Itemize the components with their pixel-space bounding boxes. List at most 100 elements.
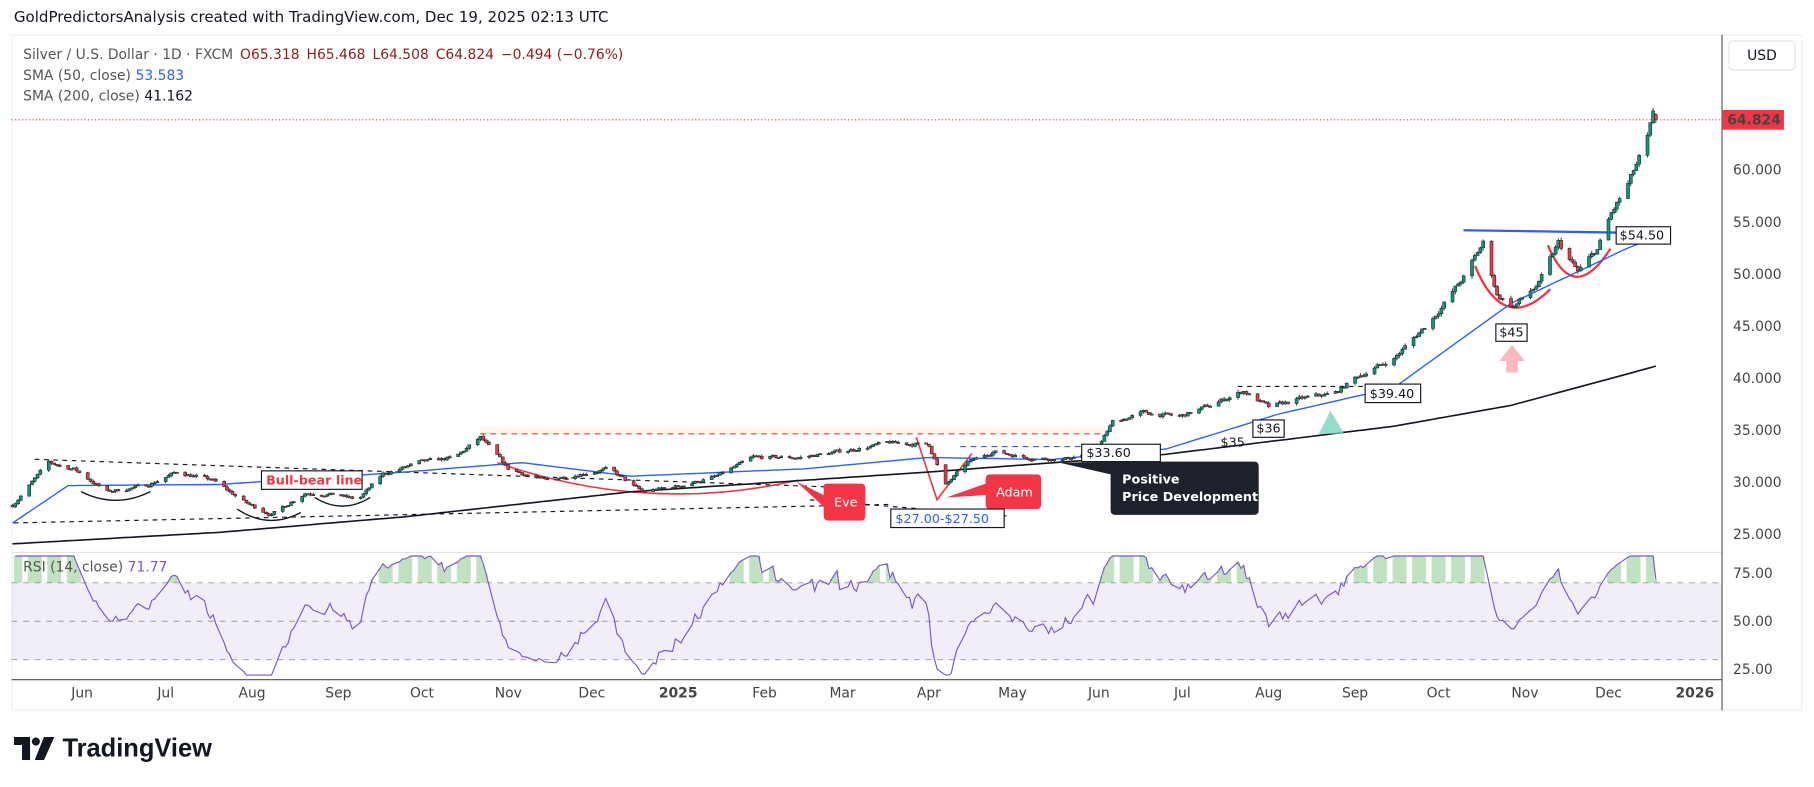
candle (520, 472, 525, 477)
sma50-row[interactable]: SMA (50, close) 53.583 (23, 67, 185, 84)
label-39-40[interactable]: $39.40 (1364, 383, 1422, 404)
candle (74, 466, 79, 473)
candle (1024, 456, 1029, 460)
candle-body (748, 456, 753, 462)
candle-body (1470, 259, 1474, 277)
candle (1422, 328, 1427, 330)
eve-curve (497, 461, 799, 495)
time-tick-label: Sep (325, 686, 351, 702)
svg-text:Price Development: Price Development (1122, 489, 1258, 504)
label-bull-bear[interactable]: Bull-bear line (260, 470, 363, 490)
candle (525, 473, 530, 477)
candle-body (857, 448, 862, 452)
candle (1130, 414, 1135, 420)
candle-body (1197, 408, 1201, 414)
candle (467, 444, 472, 450)
symbol-title[interactable]: Silver / U.S. Dollar · 1D · FXCM (23, 46, 234, 63)
candle-body (670, 487, 675, 489)
candle (1539, 272, 1544, 285)
label-range[interactable]: $27.00-$27.50 (890, 508, 1005, 529)
candle (1537, 280, 1541, 288)
time-tick-label: Oct (410, 686, 435, 702)
sma200-row[interactable]: SMA (200, close) 41.162 (23, 87, 193, 105)
candle-body (85, 472, 90, 480)
callout-adam[interactable]: Adam (946, 474, 1042, 510)
time-tick-label: Feb (752, 686, 777, 702)
candle-body (525, 474, 530, 477)
candle-body (1489, 240, 1494, 276)
candle-body (1108, 425, 1112, 432)
candle-body (949, 479, 953, 483)
candle (1294, 397, 1299, 406)
candle (459, 451, 463, 456)
time-axis[interactable]: Jun Jul Aug Sep Oct Nov Dec 2025 Feb Mar Apr May Jun… (70, 686, 1714, 702)
candle (498, 452, 502, 458)
candle (378, 474, 382, 486)
candle-body (1417, 332, 1421, 337)
label-45[interactable]: $45 (1495, 323, 1528, 342)
price-tick-label: 25.000 (1733, 527, 1782, 543)
candle (1459, 280, 1463, 287)
candle (253, 504, 257, 510)
rsi-axis[interactable]: 75.00 50.00 25.00 (1733, 566, 1773, 678)
chart-legend: Silver / U.S. Dollar · 1D · FXCM O65.318 H… (23, 44, 623, 106)
time-tick-label: Jun (1087, 686, 1110, 702)
candle-body (1548, 256, 1552, 275)
candle (1138, 410, 1143, 418)
candle (1436, 311, 1441, 319)
candle (227, 488, 232, 494)
candle-body (30, 480, 34, 486)
candle-body (1631, 170, 1636, 175)
candle-body (397, 468, 402, 473)
rsi-legend[interactable]: RSI (14, close) 71.77 (23, 558, 168, 575)
candle-body (1615, 201, 1619, 210)
label-54-50[interactable]: $54.50 (1615, 226, 1672, 245)
candle-body (1147, 412, 1151, 415)
candle-body (1069, 458, 1073, 461)
candle (1247, 392, 1251, 396)
candle (49, 460, 54, 465)
candle-body (97, 483, 101, 487)
candle (868, 445, 873, 449)
cup-curve (1473, 265, 1552, 309)
candle-body (1247, 393, 1251, 396)
candle-body (698, 481, 703, 484)
candle (1119, 419, 1123, 422)
currency-button[interactable]: USD (1728, 40, 1796, 71)
callout-positive-development[interactable]: Positive Price Development (1059, 461, 1259, 515)
price-axis[interactable]: 25.000 30.000 35.000 40.000 45.000 50.000 55.0… (1733, 163, 1782, 543)
tradingview-logo-icon (13, 736, 55, 761)
arrow-up-pink-icon (1499, 344, 1525, 373)
callout-eve[interactable]: Eve (795, 481, 866, 521)
candle (1461, 274, 1466, 284)
tradingview-logo[interactable]: TradingView (13, 733, 212, 763)
candle (952, 474, 956, 481)
candle-body (876, 441, 881, 445)
candle (1169, 412, 1173, 417)
candle-body (1002, 450, 1006, 454)
candle (175, 471, 179, 474)
candle-body (311, 494, 316, 496)
label-33-60[interactable]: $33.60 (1081, 443, 1161, 463)
candle (1550, 252, 1555, 258)
candle-body (1422, 328, 1427, 330)
candle-body (403, 466, 408, 469)
candle (896, 440, 901, 444)
candle (971, 457, 976, 462)
candle (289, 500, 293, 506)
candle (1450, 288, 1455, 303)
candle (300, 495, 304, 504)
candle-body (1411, 337, 1416, 346)
candle-body (1264, 401, 1268, 404)
arrow-up-green-icon (1318, 410, 1345, 434)
candle (1027, 458, 1031, 462)
candle-body (88, 478, 93, 482)
candle-body (829, 452, 834, 455)
pane-divider (11, 551, 1722, 553)
candle-body (1261, 400, 1265, 403)
candle-body (108, 489, 112, 492)
label-36[interactable]: $36 (1252, 419, 1285, 438)
candle-body (58, 464, 62, 467)
candle (222, 480, 226, 488)
